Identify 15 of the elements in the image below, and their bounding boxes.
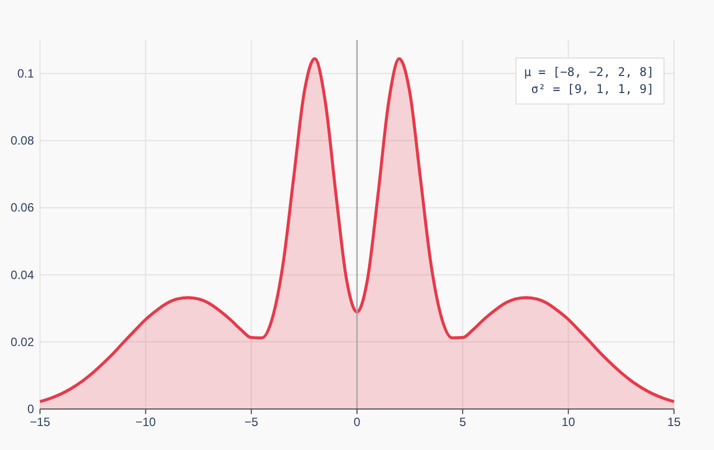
annotation: μ = [−8, −2, 2, 8] (524, 65, 654, 79)
x-tick-label: 10 (562, 415, 576, 429)
x-tick-label: 5 (459, 415, 466, 429)
x-tick-label: −5 (244, 415, 258, 429)
annotation: σ² = [9, 1, 1, 9] (531, 82, 654, 96)
y-tick-label: 0.06 (10, 200, 34, 215)
y-tick-label: 0 (27, 402, 34, 416)
y-tick-label: 0.08 (10, 134, 34, 148)
x-tick-label: −10 (135, 415, 156, 429)
y-tick-label: 0.1 (17, 66, 34, 81)
x-tick-label: 15 (667, 415, 681, 429)
x-tick-label: −15 (30, 415, 50, 429)
y-tick-label: 0.02 (10, 334, 34, 349)
x-tick-label: 0 (354, 415, 361, 429)
y-tick-label: 0.04 (10, 268, 34, 282)
